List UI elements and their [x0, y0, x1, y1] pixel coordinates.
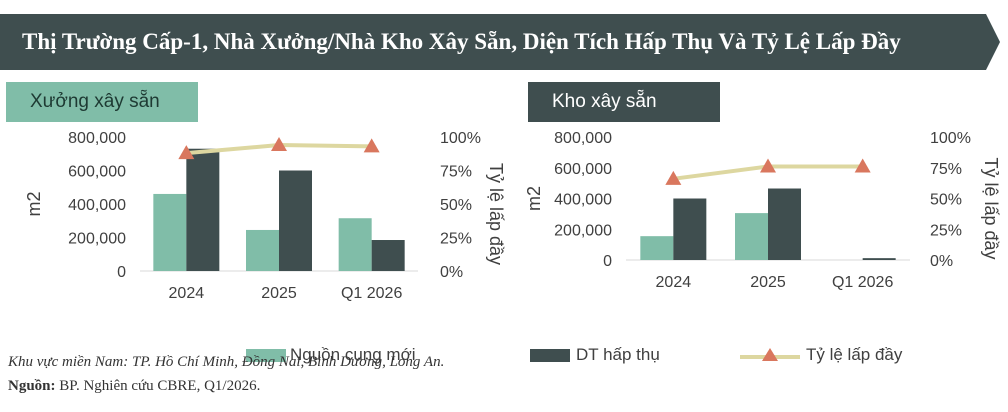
legend-item-absorption: DT hấp thụ [530, 343, 660, 367]
banner-arrow-shape [0, 14, 1000, 70]
legend-label-occupancy: Tỷ lệ lấp đầy [806, 345, 903, 364]
x-tick-label: 2025 [261, 285, 297, 302]
y2-tick-label: 0% [930, 253, 953, 270]
title-banner: Thị Trường Cấp-1, Nhà Xưởng/Nhà Kho Xây … [0, 14, 1000, 70]
y2-tick-label: 50% [440, 197, 472, 214]
source-label: Nguồn: [8, 378, 56, 394]
bar-supply [246, 229, 279, 271]
y-tick-label: 0 [117, 264, 126, 281]
y-tick-label: 400,000 [554, 192, 612, 209]
bar-absorption [371, 240, 405, 271]
source-text: BP. Nghiên cứu CBRE, Q1/2026. [55, 378, 261, 394]
legend-item-supply: Nguồn cung mới [246, 343, 416, 367]
occupancy-marker [363, 138, 380, 153]
occupancy-marker [271, 137, 287, 152]
y-tick-label: 400,000 [68, 197, 126, 214]
bar-absorption [768, 188, 801, 260]
legend-label-absorption: DT hấp thụ [576, 345, 660, 364]
panel-label-factory: Xưởng xây sẵn [6, 82, 198, 122]
y2-tick-label: 100% [440, 130, 481, 147]
x-tick-label: 2024 [169, 285, 205, 302]
occupancy-marker [854, 158, 871, 173]
x-tick-label: 2024 [656, 274, 692, 291]
charts-canvas: 0 200,000 400,000 600,000 800,000 0% 25% 50% 75%… [24, 130, 1001, 302]
y2-tick-label: 50% [930, 192, 962, 209]
x-tick-label: Q1 2026 [832, 274, 893, 291]
y-axis-title: m2 [24, 191, 44, 216]
y-tick-label: 0 [603, 253, 612, 270]
y-tick-label: 200,000 [554, 222, 612, 239]
bar-absorption [279, 170, 312, 271]
footnote-region: Khu vực miền Nam: TP. Hồ Chí Minh, Đồng … [8, 354, 445, 370]
y-tick-label: 800,000 [68, 130, 126, 147]
bar-supply [153, 193, 187, 271]
legend-swatch-absorption [530, 348, 570, 362]
bar-supply [640, 236, 674, 260]
bar-absorption [186, 148, 220, 271]
y2-tick-label: 25% [440, 231, 472, 248]
legend-label-supply: Nguồn cung mới [290, 345, 416, 364]
footnote-source: Nguồn: BP. Nghiên cứu CBRE, Q1/2026. [8, 378, 260, 395]
y-tick-label: 600,000 [68, 164, 126, 181]
bar-absorption [673, 198, 707, 260]
y-tick-label: 600,000 [554, 161, 612, 178]
bar-supply [735, 213, 768, 260]
y2-tick-label: 0% [440, 264, 463, 281]
y-tick-label: 200,000 [68, 231, 126, 248]
legend-swatch-occupancy [740, 348, 800, 361]
y2-tick-label: 75% [930, 161, 962, 178]
legend-item-occupancy: Tỷ lệ lấp đầy [738, 343, 902, 367]
bar-supply [338, 218, 372, 271]
y-tick-label: 800,000 [554, 130, 612, 147]
occupancy-marker [665, 170, 682, 185]
y2-tick-label: 100% [930, 130, 971, 147]
y2-axis-title: Tỷ lệ lấp đầy [486, 163, 506, 265]
occupancy-marker [178, 145, 195, 160]
panel-label-warehouse: Kho xây sẵn [528, 82, 720, 122]
y2-tick-label: 25% [930, 222, 962, 239]
chart-legend: Nguồn cung mới DT hấp thụ Tỷ lệ lấp đầy [0, 343, 1008, 367]
x-tick-label: 2025 [750, 274, 786, 291]
y2-tick-label: 75% [440, 164, 472, 181]
legend-swatch-supply [246, 348, 286, 362]
y2-axis-title: Tỷ lệ lấp đầy [981, 157, 1001, 259]
occupancy-marker [760, 158, 776, 173]
x-tick-label: Q1 2026 [341, 285, 402, 302]
bar-absorption [862, 258, 896, 260]
page-title: Thị Trường Cấp-1, Nhà Xưởng/Nhà Kho Xây … [22, 29, 901, 54]
y-axis-title: m2 [524, 186, 544, 211]
